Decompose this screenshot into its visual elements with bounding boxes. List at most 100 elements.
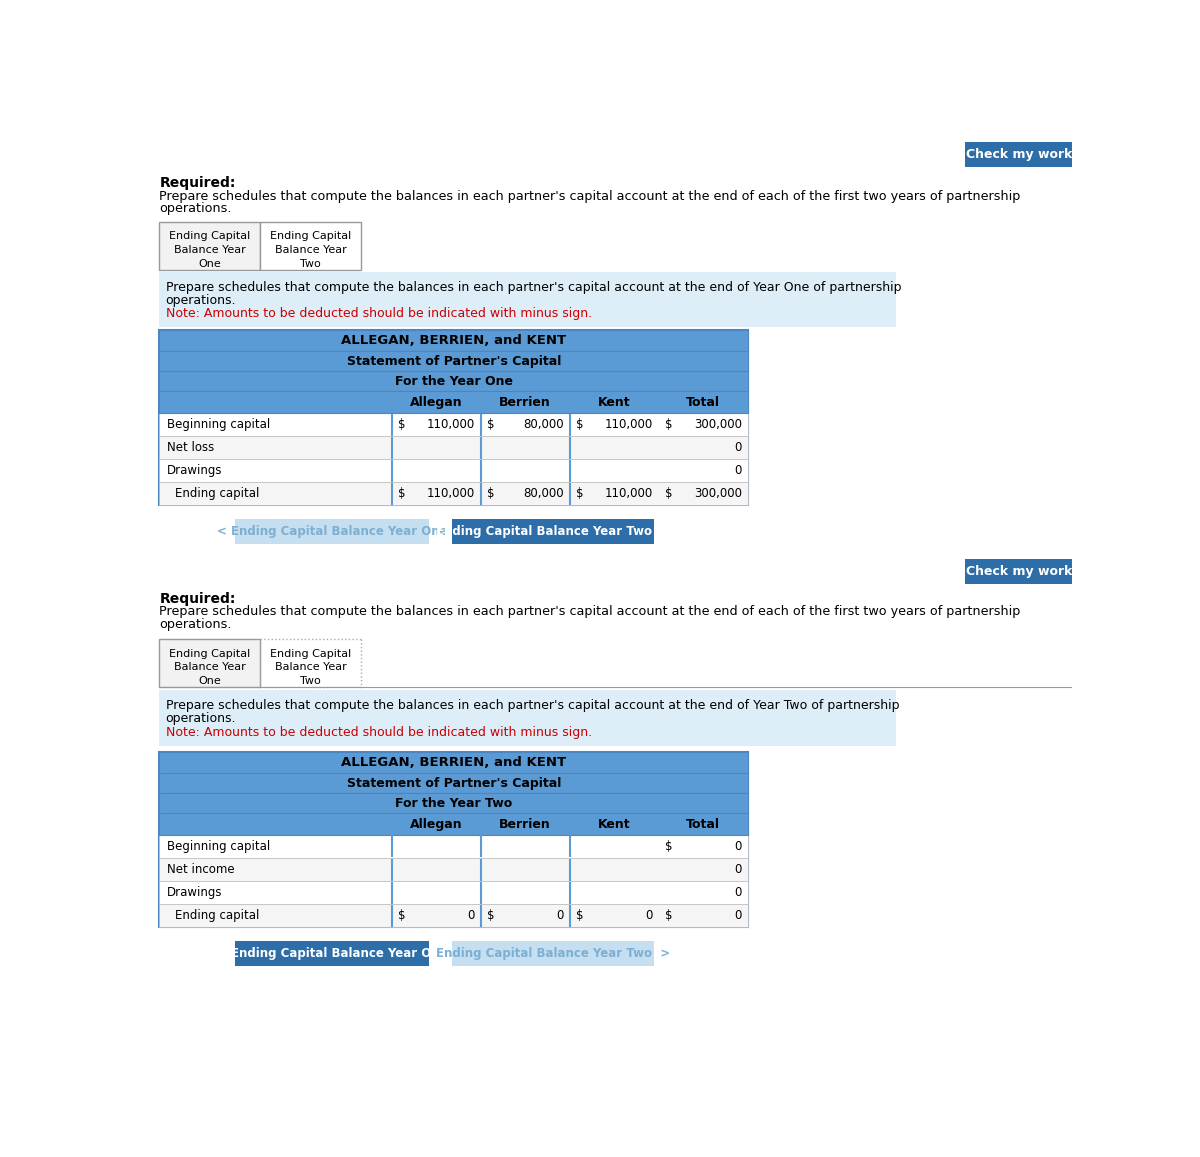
Text: Net income: Net income (167, 863, 235, 876)
Text: Ending capital: Ending capital (175, 909, 259, 922)
Text: Prepare schedules that compute the balances in each partner's capital account at: Prepare schedules that compute the balan… (166, 699, 899, 713)
Text: $: $ (576, 418, 583, 432)
Bar (160, 272, 895, 327)
Text: $: $ (487, 909, 494, 922)
Text: Prepare schedules that compute the balances in each partner's capital account at: Prepare schedules that compute the balan… (160, 605, 1021, 619)
Bar (160, 459, 749, 482)
Text: ALLEGAN, BERRIEN, and KENT: ALLEGAN, BERRIEN, and KENT (341, 756, 566, 769)
Text: 300,000: 300,000 (694, 418, 742, 432)
Text: 0: 0 (734, 441, 742, 454)
Text: Note: Amounts to be deducted should be indicated with minus sign.: Note: Amounts to be deducted should be i… (166, 725, 592, 738)
Bar (260, 640, 361, 687)
Text: Allegan: Allegan (409, 396, 462, 408)
Bar (160, 882, 749, 905)
Bar (235, 519, 430, 544)
Text: $: $ (665, 418, 673, 432)
Text: Check my work: Check my work (966, 148, 1072, 161)
Text: operations.: operations. (166, 294, 236, 307)
Text: Two: Two (300, 677, 320, 686)
Text: 110,000: 110,000 (426, 487, 475, 500)
Text: Two: Two (300, 259, 320, 268)
Text: One: One (198, 259, 221, 268)
Text: Check my work: Check my work (966, 565, 1072, 578)
Text: 110,000: 110,000 (605, 487, 653, 500)
Text: 0: 0 (734, 909, 742, 922)
Text: $: $ (398, 418, 406, 432)
Text: 0: 0 (734, 863, 742, 876)
Text: Prepare schedules that compute the balances in each partner's capital account at: Prepare schedules that compute the balan… (160, 190, 1021, 202)
Bar (160, 330, 749, 506)
Bar (160, 330, 749, 352)
Bar (160, 858, 749, 882)
Text: $: $ (665, 909, 673, 922)
Bar (160, 773, 749, 794)
Text: 80,000: 80,000 (523, 487, 564, 500)
Text: Total: Total (686, 818, 720, 831)
Text: Allegan: Allegan (409, 818, 462, 831)
Text: Ending Capital Balance Year Two  >: Ending Capital Balance Year Two > (436, 525, 670, 538)
Text: operations.: operations. (160, 618, 232, 631)
Text: For the Year Two: For the Year Two (395, 797, 512, 810)
Text: $: $ (398, 487, 406, 500)
Text: Required:: Required: (160, 176, 235, 190)
Text: 110,000: 110,000 (605, 418, 653, 432)
Bar (160, 436, 749, 459)
Text: $: $ (487, 418, 494, 432)
Text: Beginning capital: Beginning capital (167, 840, 270, 853)
Text: One: One (198, 677, 221, 686)
Text: $: $ (576, 909, 583, 922)
Text: Balance Year: Balance Year (174, 245, 246, 255)
Text: For the Year One: For the Year One (395, 375, 512, 388)
Bar (160, 691, 895, 745)
Text: Berrien: Berrien (499, 818, 551, 831)
Text: $: $ (487, 487, 494, 500)
Bar (160, 371, 749, 391)
Bar (160, 413, 749, 436)
Bar (452, 519, 654, 544)
Bar (160, 640, 260, 687)
Text: 80,000: 80,000 (523, 418, 564, 432)
Text: Statement of Partner's Capital: Statement of Partner's Capital (347, 355, 560, 368)
Bar (160, 352, 749, 371)
Text: 0: 0 (646, 909, 653, 922)
Text: Required:: Required: (160, 591, 235, 605)
Text: Statement of Partner's Capital: Statement of Partner's Capital (347, 776, 560, 790)
Text: Balance Year: Balance Year (275, 663, 347, 672)
Bar (160, 391, 749, 413)
Text: Beginning capital: Beginning capital (167, 418, 270, 432)
Text: < Ending Capital Balance Year One: < Ending Capital Balance Year One (217, 525, 448, 538)
Bar (965, 142, 1073, 167)
Text: 0: 0 (557, 909, 564, 922)
Text: Ending Capital: Ending Capital (270, 231, 352, 242)
Bar (160, 752, 749, 927)
Text: $: $ (665, 840, 673, 853)
Text: ALLEGAN, BERRIEN, and KENT: ALLEGAN, BERRIEN, and KENT (341, 334, 566, 347)
Text: 300,000: 300,000 (694, 487, 742, 500)
Text: Berrien: Berrien (499, 396, 551, 408)
Text: Net loss: Net loss (167, 441, 215, 454)
Bar (965, 559, 1073, 584)
Text: operations.: operations. (160, 202, 232, 215)
Text: 110,000: 110,000 (426, 418, 475, 432)
Text: $: $ (665, 487, 673, 500)
Text: Ending capital: Ending capital (175, 487, 259, 500)
Text: Balance Year: Balance Year (275, 245, 347, 255)
Text: Ending Capital: Ending Capital (270, 649, 352, 658)
Text: $: $ (576, 487, 583, 500)
Text: Drawings: Drawings (167, 886, 222, 899)
Text: 0: 0 (734, 840, 742, 853)
Bar (160, 752, 749, 773)
Text: 0: 0 (467, 909, 475, 922)
Bar (160, 835, 749, 858)
Bar (235, 941, 430, 966)
Text: $: $ (398, 909, 406, 922)
Text: Ending Capital: Ending Capital (169, 649, 251, 658)
Text: 0: 0 (734, 886, 742, 899)
Bar (160, 905, 749, 927)
Text: Total: Total (686, 396, 720, 408)
Text: Ending Capital: Ending Capital (169, 231, 251, 242)
Text: operations.: operations. (166, 712, 236, 724)
Text: Drawings: Drawings (167, 464, 222, 477)
Text: Balance Year: Balance Year (174, 663, 246, 672)
Text: Note: Amounts to be deducted should be indicated with minus sign.: Note: Amounts to be deducted should be i… (166, 308, 592, 320)
